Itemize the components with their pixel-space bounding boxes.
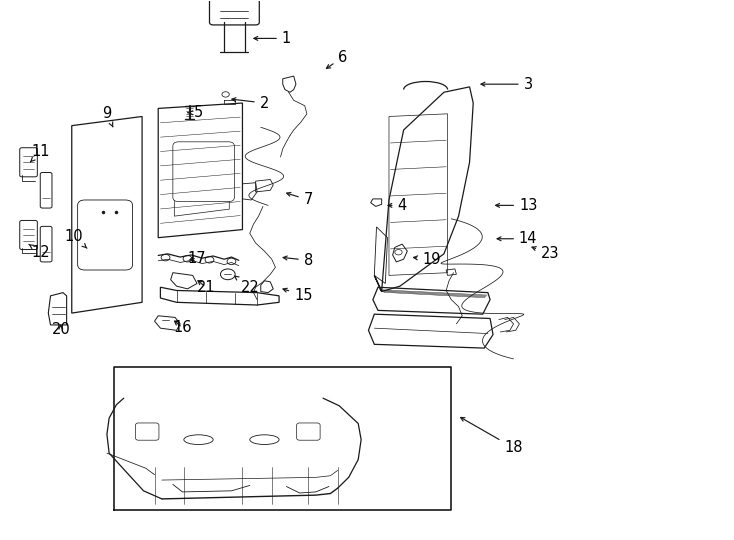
FancyBboxPatch shape [20, 148, 37, 177]
Text: 9: 9 [102, 106, 113, 127]
Text: 14: 14 [497, 231, 537, 246]
Text: 2: 2 [232, 96, 269, 111]
Circle shape [227, 258, 236, 265]
Ellipse shape [184, 435, 213, 444]
FancyBboxPatch shape [297, 423, 320, 440]
Text: 5: 5 [188, 105, 203, 120]
FancyBboxPatch shape [173, 142, 234, 201]
FancyBboxPatch shape [40, 172, 52, 208]
Text: 19: 19 [413, 252, 440, 267]
Text: 11: 11 [30, 144, 50, 162]
Circle shape [220, 269, 235, 280]
Text: 8: 8 [283, 253, 313, 268]
Text: 7: 7 [287, 192, 313, 207]
Ellipse shape [250, 435, 279, 444]
FancyBboxPatch shape [78, 200, 133, 270]
Text: 17: 17 [188, 251, 206, 266]
FancyBboxPatch shape [209, 0, 259, 25]
Circle shape [205, 256, 214, 263]
Text: 16: 16 [173, 320, 192, 335]
Text: 20: 20 [51, 322, 70, 337]
Circle shape [222, 92, 229, 97]
Circle shape [161, 254, 170, 261]
Text: 12: 12 [29, 245, 51, 260]
Circle shape [395, 249, 402, 255]
Text: 23: 23 [532, 246, 559, 261]
Circle shape [183, 255, 192, 262]
FancyBboxPatch shape [40, 226, 52, 262]
Text: 4: 4 [388, 198, 407, 213]
Text: 6: 6 [327, 50, 347, 69]
Text: 1: 1 [254, 31, 291, 46]
Text: 3: 3 [481, 77, 533, 92]
Text: 10: 10 [65, 228, 87, 248]
Text: 13: 13 [495, 198, 537, 213]
Text: 18: 18 [461, 417, 523, 455]
FancyBboxPatch shape [20, 220, 37, 249]
Text: 15: 15 [283, 288, 313, 303]
FancyBboxPatch shape [136, 423, 159, 440]
Text: 22: 22 [235, 276, 259, 295]
Text: 21: 21 [197, 280, 215, 295]
